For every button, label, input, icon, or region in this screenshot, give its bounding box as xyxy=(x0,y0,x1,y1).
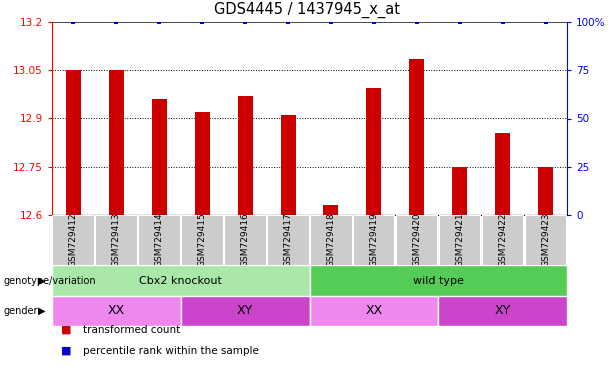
Point xyxy=(197,19,207,25)
Bar xyxy=(409,59,424,215)
Bar xyxy=(538,167,553,215)
Text: GSM729420: GSM729420 xyxy=(413,213,421,267)
Bar xyxy=(52,265,310,296)
Bar xyxy=(181,296,310,326)
Bar xyxy=(452,167,467,215)
Bar xyxy=(109,70,124,215)
Text: GSM729417: GSM729417 xyxy=(284,213,292,267)
Bar xyxy=(439,215,481,265)
Text: wild type: wild type xyxy=(413,275,463,285)
Text: GSM729416: GSM729416 xyxy=(241,213,249,267)
Text: XX: XX xyxy=(108,305,125,318)
Text: XY: XY xyxy=(237,305,253,318)
Point xyxy=(412,19,422,25)
Text: gender: gender xyxy=(3,306,37,316)
Text: XY: XY xyxy=(495,305,511,318)
Text: GSM729412: GSM729412 xyxy=(69,213,78,267)
Bar xyxy=(281,115,295,215)
Text: ■: ■ xyxy=(61,346,72,356)
Text: Cbx2 knockout: Cbx2 knockout xyxy=(139,275,222,285)
Point xyxy=(369,19,379,25)
Bar xyxy=(310,265,567,296)
Text: GSM729414: GSM729414 xyxy=(155,213,164,267)
Text: ▶: ▶ xyxy=(39,275,46,285)
Bar xyxy=(267,215,308,265)
Text: transformed count: transformed count xyxy=(83,325,180,335)
Bar xyxy=(525,215,566,265)
Text: ▶: ▶ xyxy=(39,306,46,316)
Bar xyxy=(66,70,81,215)
Bar xyxy=(238,96,253,215)
Bar xyxy=(224,215,265,265)
Text: GSM729419: GSM729419 xyxy=(370,213,378,267)
Point xyxy=(154,19,164,25)
Point xyxy=(326,19,336,25)
Text: ■: ■ xyxy=(61,325,72,335)
Bar xyxy=(324,205,338,215)
Bar xyxy=(310,215,352,265)
Text: genotype/variation: genotype/variation xyxy=(3,275,96,285)
Point xyxy=(240,19,250,25)
Bar xyxy=(52,296,181,326)
Text: GSM729423: GSM729423 xyxy=(541,213,550,267)
Point xyxy=(112,19,121,25)
Bar xyxy=(96,215,137,265)
Bar xyxy=(495,133,510,215)
Bar xyxy=(367,88,381,215)
Bar xyxy=(181,215,223,265)
Point xyxy=(541,19,550,25)
Point xyxy=(498,19,508,25)
Bar xyxy=(53,215,94,265)
Text: GSM729413: GSM729413 xyxy=(112,213,121,267)
Point xyxy=(455,19,465,25)
Text: percentile rank within the sample: percentile rank within the sample xyxy=(83,346,259,356)
Bar xyxy=(353,215,395,265)
Text: XX: XX xyxy=(365,305,383,318)
Bar xyxy=(396,215,438,265)
Point xyxy=(283,19,293,25)
Bar xyxy=(195,112,210,215)
Bar xyxy=(310,296,438,326)
Text: GSM729418: GSM729418 xyxy=(327,213,335,267)
Text: GSM729421: GSM729421 xyxy=(455,213,464,267)
Text: GDS4445 / 1437945_x_at: GDS4445 / 1437945_x_at xyxy=(213,2,400,18)
Bar xyxy=(139,215,180,265)
Point xyxy=(69,19,78,25)
Bar xyxy=(482,215,524,265)
Text: GSM729415: GSM729415 xyxy=(198,213,207,267)
Bar xyxy=(438,296,567,326)
Bar xyxy=(152,99,167,215)
Text: GSM729422: GSM729422 xyxy=(498,213,507,267)
